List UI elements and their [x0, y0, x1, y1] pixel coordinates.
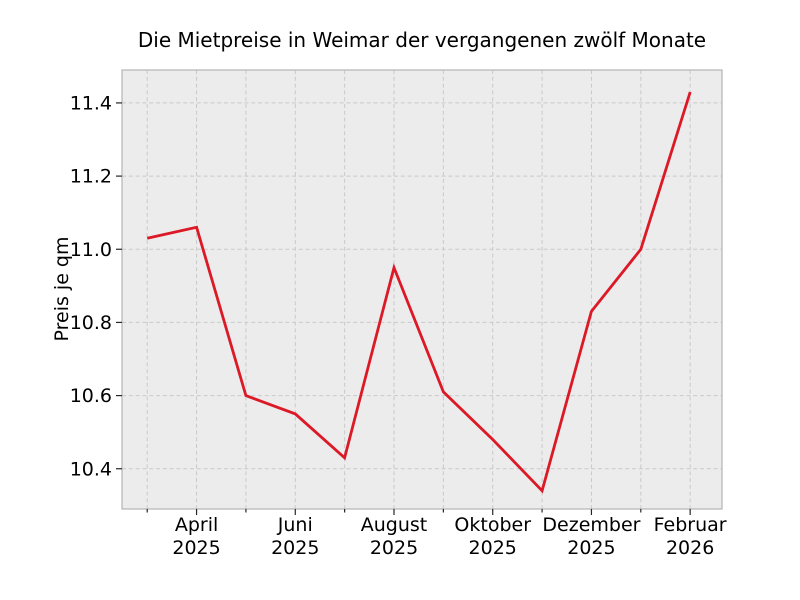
x-tick-label-year: 2026 [666, 537, 714, 559]
x-tick-label-year: 2025 [567, 537, 615, 559]
x-tick-label-month: Dezember [542, 514, 640, 536]
y-tick-label: 10.6 [70, 385, 112, 407]
x-tick-label-month: Oktober [454, 514, 531, 536]
y-tick-label: 10.8 [70, 312, 112, 334]
x-tick-label-month: Februar [654, 514, 727, 536]
y-tick-label: 10.4 [70, 458, 112, 480]
x-tick-label-month: Juni [277, 514, 313, 536]
x-tick-label-year: 2025 [271, 537, 319, 559]
x-tick-label-year: 2025 [172, 537, 220, 559]
plot-area-background [122, 70, 722, 509]
y-tick-label: 11.4 [70, 92, 112, 114]
chart-title: Die Mietpreise in Weimar der vergangenen… [137, 28, 707, 52]
x-tick-label-month: August [361, 514, 428, 536]
x-tick-label-month: April [175, 514, 218, 536]
y-tick-label: 11.0 [70, 239, 112, 261]
x-tick-label-year: 2025 [469, 537, 517, 559]
price-line [146, 91, 692, 494]
plot-border [121, 69, 723, 510]
y-tick-label: 11.2 [70, 166, 112, 188]
x-tick-label-year: 2025 [370, 537, 418, 559]
